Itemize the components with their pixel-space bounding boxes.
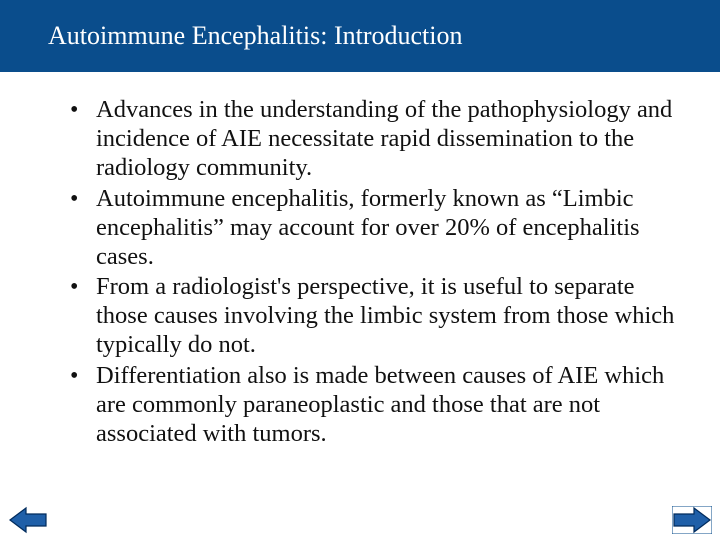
next-slide-button[interactable]: [672, 506, 712, 534]
arrow-right-icon: [672, 506, 712, 534]
slide-title: Autoimmune Encephalitis: Introduction: [48, 21, 462, 51]
title-bar: Autoimmune Encephalitis: Introduction: [0, 0, 720, 72]
slide: Autoimmune Encephalitis: Introduction Ad…: [0, 0, 720, 540]
bullet-item: Autoimmune encephalitis, formerly known …: [64, 185, 680, 272]
bullet-list: Advances in the understanding of the pat…: [64, 96, 680, 449]
bullet-item: Differentiation also is made between cau…: [64, 362, 680, 449]
arrow-left-icon: [8, 506, 48, 534]
slide-body: Advances in the understanding of the pat…: [64, 96, 680, 451]
prev-slide-button[interactable]: [8, 506, 48, 534]
bullet-item: From a radiologist's perspective, it is …: [64, 273, 680, 360]
bullet-item: Advances in the understanding of the pat…: [64, 96, 680, 183]
